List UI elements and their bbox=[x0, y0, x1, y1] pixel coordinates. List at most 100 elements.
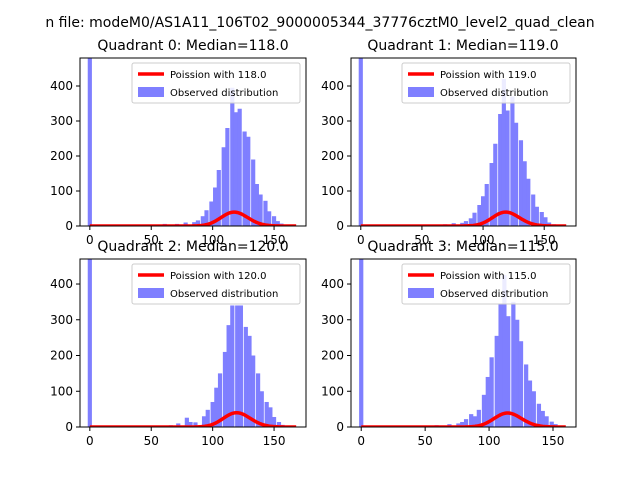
histogram-bar bbox=[472, 212, 477, 226]
histogram-bar bbox=[518, 341, 524, 427]
histogram-bar bbox=[230, 87, 235, 226]
histogram-bar bbox=[188, 421, 193, 427]
histogram-bar bbox=[506, 316, 511, 427]
legend-bar-label: Observed distribution bbox=[170, 289, 278, 300]
histogram-bar bbox=[238, 305, 243, 427]
histogram-bar bbox=[242, 131, 247, 226]
figure-suptitle: n file: modeM0/AS1A11_106T02_9000005344_… bbox=[45, 15, 594, 31]
histogram-bar bbox=[505, 110, 510, 226]
legend-line-label: Poission with 119.0 bbox=[440, 70, 536, 81]
legend: Poission with 120.0 Observed distribution bbox=[131, 263, 301, 305]
plot-area bbox=[358, 58, 567, 226]
histogram-bar bbox=[456, 423, 461, 427]
panel-title: Quadrant 0: Median=118.0 bbox=[97, 38, 288, 54]
legend-bar-swatch bbox=[138, 87, 164, 97]
x-tick-label: 50 bbox=[418, 434, 433, 448]
histogram-bar bbox=[531, 391, 536, 427]
histogram-bar bbox=[480, 196, 486, 226]
histogram-bar bbox=[243, 326, 248, 427]
y-tick-label: 400 bbox=[321, 277, 344, 291]
legend: Poission with 115.0 Observed distribution bbox=[401, 263, 571, 305]
histogram-bar bbox=[200, 216, 205, 226]
histogram-bar bbox=[534, 206, 539, 226]
histogram-bar bbox=[264, 401, 269, 427]
axes-frame bbox=[350, 258, 577, 428]
legend: Poission with 118.0 Observed distribution bbox=[131, 62, 301, 104]
histogram-bar bbox=[468, 218, 473, 226]
histogram-bar bbox=[359, 259, 364, 427]
histogram-bar bbox=[460, 421, 465, 427]
y-tick-label: 400 bbox=[50, 277, 73, 291]
histogram-bar bbox=[271, 216, 277, 226]
y-tick-label: 0 bbox=[65, 420, 73, 434]
histogram-bar bbox=[540, 410, 545, 427]
x-tick-label: 50 bbox=[144, 233, 159, 247]
histogram-bar bbox=[481, 394, 487, 427]
histogram-bar bbox=[217, 373, 223, 427]
histogram-bar bbox=[268, 407, 273, 427]
y-tick-label: 100 bbox=[50, 184, 73, 198]
x-tick-label: 150 bbox=[263, 233, 286, 247]
y-tick-label: 300 bbox=[321, 313, 344, 327]
x-tick-label: 100 bbox=[201, 434, 224, 448]
histogram-bar bbox=[237, 108, 242, 226]
histogram-bar bbox=[235, 305, 240, 427]
histogram-bar bbox=[522, 161, 527, 226]
legend-bar-label: Observed distribution bbox=[170, 88, 278, 99]
histogram-bar bbox=[527, 380, 533, 427]
legend-line-label: Poission with 118.0 bbox=[170, 70, 266, 81]
y-tick-label: 300 bbox=[50, 114, 73, 128]
histogram-bar bbox=[210, 401, 215, 427]
y-tick-label: 100 bbox=[321, 384, 344, 398]
legend-box bbox=[401, 263, 571, 305]
histogram-bar bbox=[259, 391, 264, 427]
histogram-bar bbox=[531, 194, 536, 226]
histogram-bar bbox=[539, 212, 544, 226]
histogram-bar bbox=[267, 211, 272, 226]
histogram-bar bbox=[214, 387, 219, 427]
x-tick-label: 0 bbox=[86, 233, 94, 247]
histogram-bar bbox=[485, 376, 490, 427]
legend-bar-swatch bbox=[408, 87, 434, 97]
legend-box bbox=[131, 62, 301, 104]
histogram-bar bbox=[225, 128, 230, 226]
panel-title: Quadrant 2: Median=120.0 bbox=[97, 239, 288, 255]
histogram-bar bbox=[514, 122, 519, 226]
histogram-bar bbox=[498, 114, 503, 226]
x-tick-label: 50 bbox=[414, 233, 429, 247]
histogram-bar bbox=[489, 357, 494, 427]
y-tick-label: 200 bbox=[321, 349, 344, 363]
histogram-bar bbox=[263, 200, 268, 226]
histogram-bar bbox=[222, 351, 228, 427]
x-tick-label: 50 bbox=[144, 434, 159, 448]
histogram-bar bbox=[251, 355, 256, 427]
y-tick-label: 400 bbox=[50, 79, 73, 93]
histogram-bar bbox=[515, 319, 520, 427]
panel-title: Quadrant 3: Median=115.0 bbox=[367, 239, 558, 255]
y-tick-label: 100 bbox=[50, 384, 73, 398]
x-tick-label: 100 bbox=[201, 233, 224, 247]
x-tick-label: 100 bbox=[472, 233, 495, 247]
legend-bar-swatch bbox=[138, 288, 164, 298]
histogram-bar bbox=[254, 184, 259, 226]
histogram-bar bbox=[221, 147, 226, 226]
legend-bar-swatch bbox=[408, 288, 434, 298]
x-tick-label: 150 bbox=[263, 434, 286, 448]
histogram-bar bbox=[251, 159, 256, 226]
histogram-bar bbox=[526, 178, 531, 226]
y-tick-label: 200 bbox=[50, 349, 73, 363]
x-tick-label: 150 bbox=[533, 233, 556, 247]
histogram-bar bbox=[176, 423, 181, 427]
histogram-bar bbox=[195, 220, 201, 226]
histogram-bar bbox=[230, 305, 235, 427]
panel-quadrant-2: Quadrant 2: Median=120.0 0 50 100 150 0 100 20… bbox=[50, 239, 307, 448]
histogram-bar bbox=[469, 414, 474, 427]
legend-bar-label: Observed distribution bbox=[440, 289, 548, 300]
legend-box bbox=[131, 263, 301, 305]
legend-box bbox=[401, 62, 571, 104]
histogram-bar bbox=[463, 221, 469, 226]
histogram-bar bbox=[477, 205, 482, 226]
x-tick-label: 100 bbox=[478, 434, 501, 448]
histogram-bar bbox=[209, 201, 214, 226]
histogram-bar bbox=[226, 325, 231, 427]
